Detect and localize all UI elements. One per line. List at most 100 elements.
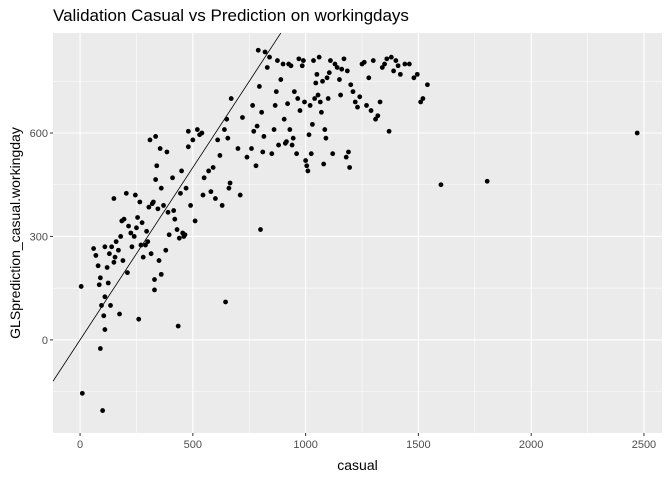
data-point (324, 75, 330, 81)
data-point (79, 390, 85, 396)
data-point (260, 149, 266, 155)
data-point (294, 151, 299, 157)
data-point (276, 142, 281, 148)
data-point (139, 220, 145, 226)
data-point (192, 218, 198, 224)
data-point (280, 61, 286, 67)
data-point (291, 89, 297, 95)
data-point (308, 151, 314, 157)
data-point (144, 228, 150, 234)
data-point (161, 203, 166, 208)
data-point (224, 116, 230, 122)
data-point (285, 101, 290, 107)
data-point (183, 185, 189, 191)
data-point (411, 75, 417, 81)
data-point (148, 251, 154, 257)
data-point (264, 65, 270, 70)
data-point (185, 144, 191, 150)
data-point (406, 61, 412, 67)
data-point (323, 135, 329, 141)
data-point (275, 58, 280, 63)
data-point (100, 408, 106, 413)
data-point (147, 137, 153, 143)
data-point (377, 99, 383, 105)
data-point (312, 96, 318, 101)
data-point (102, 327, 108, 332)
data-point (402, 61, 408, 67)
data-point (244, 154, 250, 160)
data-point (346, 149, 351, 155)
data-point (438, 182, 444, 188)
data-point (153, 177, 159, 182)
data-point (258, 227, 263, 232)
data-point (185, 128, 191, 134)
data-points (78, 47, 640, 413)
data-point (388, 54, 394, 60)
data-point (375, 113, 381, 119)
data-point (355, 104, 360, 110)
data-point (361, 59, 367, 65)
data-point (249, 146, 254, 151)
data-point (129, 244, 135, 250)
data-point (118, 234, 124, 239)
data-point (344, 68, 350, 74)
data-point (222, 127, 227, 132)
data-point (140, 254, 146, 260)
data-point (300, 58, 306, 63)
data-point (267, 54, 272, 60)
data-point (278, 77, 284, 82)
data-point (352, 99, 358, 105)
data-point (219, 203, 225, 208)
data-point (287, 127, 293, 132)
data-point (108, 303, 113, 308)
data-point (227, 180, 233, 186)
data-point (188, 203, 193, 208)
data-point (281, 116, 287, 122)
x-tick-label: 1500 (406, 439, 430, 451)
data-point (102, 294, 108, 300)
x-tick-label: 2000 (519, 439, 543, 451)
data-point (319, 109, 324, 115)
y-tick-label: 600 (30, 128, 48, 140)
data-point (125, 270, 130, 276)
data-point (165, 209, 171, 215)
data-point (105, 280, 111, 286)
data-point (397, 71, 403, 77)
data-point (200, 192, 206, 198)
data-point (370, 58, 376, 63)
data-point (306, 132, 312, 138)
data-point (152, 287, 157, 293)
data-point (322, 127, 328, 132)
data-point (208, 189, 214, 195)
data-point (199, 130, 205, 136)
data-point (261, 134, 267, 139)
data-point (225, 135, 231, 141)
data-point (250, 103, 256, 108)
data-point (237, 192, 243, 198)
data-point (373, 116, 378, 122)
data-point (206, 168, 212, 174)
y-tick-label: 0 (42, 335, 48, 347)
data-point (166, 232, 172, 238)
data-point (116, 247, 121, 253)
data-point (117, 311, 122, 317)
data-point (78, 284, 84, 289)
data-point (170, 175, 175, 181)
data-point (190, 137, 196, 143)
data-point (315, 92, 321, 98)
data-point (102, 244, 108, 250)
data-point (164, 149, 170, 155)
data-point (210, 165, 216, 170)
data-point (325, 96, 331, 101)
data-point (104, 265, 110, 270)
data-point (341, 56, 347, 62)
data-point (326, 70, 332, 76)
data-point (240, 115, 245, 120)
x-tick-label: 500 (184, 439, 202, 451)
data-point (128, 230, 134, 236)
data-point (348, 82, 354, 88)
data-point (269, 151, 275, 157)
data-point (171, 208, 177, 213)
data-point (284, 139, 289, 145)
data-point (131, 234, 137, 239)
